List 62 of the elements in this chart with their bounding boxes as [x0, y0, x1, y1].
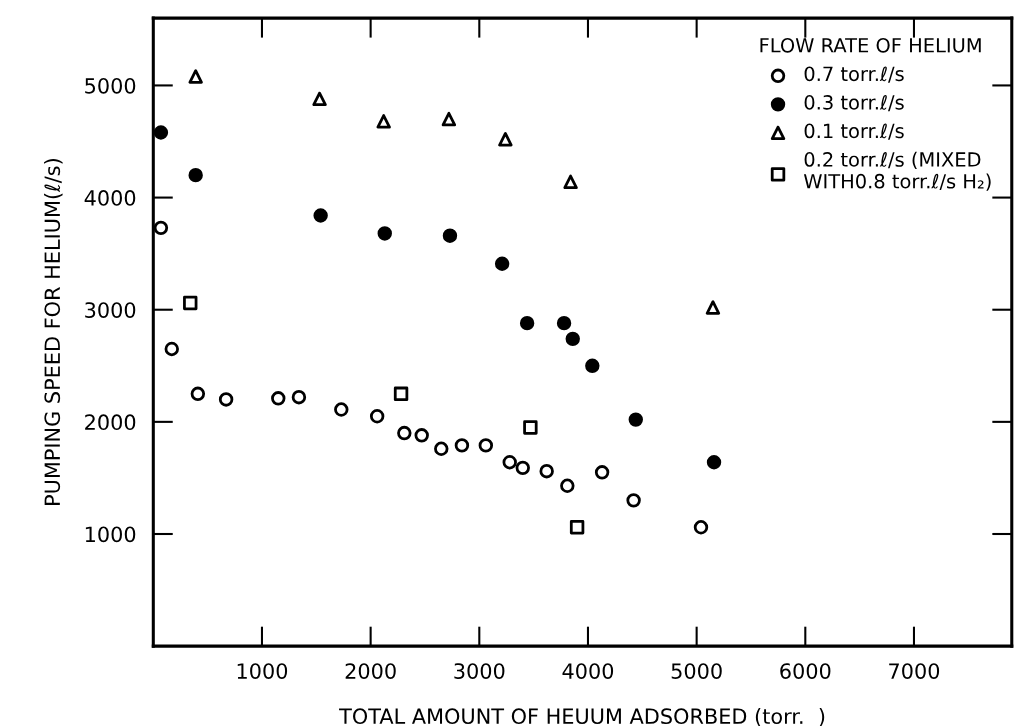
x-tick-label: 7000: [889, 663, 940, 679]
point: [556, 315, 572, 331]
point: [498, 132, 513, 147]
point: [397, 425, 412, 441]
point: [705, 300, 721, 315]
point: [693, 520, 709, 535]
point: [218, 392, 234, 407]
legend-label: 0.7 torr.ℓ/s: [804, 66, 904, 83]
legend-label: 0.3 torr.ℓ/s: [804, 95, 904, 112]
point: [312, 91, 327, 107]
point: [414, 428, 429, 443]
x-tick-label: 1000: [237, 663, 288, 679]
point: [188, 69, 203, 84]
point: [706, 455, 722, 470]
point: [569, 520, 585, 535]
point: [313, 208, 328, 223]
x-tick-label: 3000: [454, 663, 505, 679]
point: [376, 114, 391, 129]
point: [377, 226, 392, 241]
point: [164, 341, 179, 357]
point: [454, 438, 470, 453]
point: [188, 167, 203, 183]
point: [478, 438, 494, 453]
x-axis-title: TOTAL AMOUNT OF HEUUM ADSORBED (torr. ): [339, 707, 825, 726]
point: [153, 220, 169, 236]
point: [393, 386, 409, 402]
x-tick-label: 6000: [780, 663, 831, 679]
y-axis-title: PUMPING SPEED FOR HELIUM(ℓ/s): [44, 159, 63, 505]
point: [539, 464, 554, 479]
point: [291, 389, 307, 405]
point: [523, 420, 538, 435]
point: [369, 409, 385, 424]
x-tick-label: 5000: [671, 663, 722, 679]
point: [515, 460, 530, 476]
point: [563, 174, 578, 190]
point: [334, 402, 349, 417]
y-tick-label: 4000: [84, 190, 136, 206]
point: [190, 386, 206, 402]
point: [441, 111, 457, 127]
point: [519, 315, 535, 331]
point: [594, 465, 610, 480]
x-tick-label: 2000: [345, 663, 396, 679]
legend-label: 0.1 torr.ℓ/s: [804, 123, 904, 140]
point: [434, 441, 449, 456]
x-tick-label: 4000: [562, 663, 614, 679]
y-tick-label: 1000: [85, 526, 136, 543]
point: [183, 295, 198, 311]
y-tick-label: 5000: [85, 77, 136, 94]
point: [626, 493, 641, 508]
point: [271, 391, 286, 406]
point: [442, 228, 458, 243]
point: [560, 478, 575, 493]
legend-title: FLOW RATE OF HELIUM: [760, 37, 981, 53]
point: [502, 455, 517, 470]
point: [494, 256, 510, 271]
y-tick-label: 3000: [85, 302, 136, 318]
point: [565, 331, 580, 347]
legend-label: 0.2 torr.ℓ/s (MIXED WITH0.8 torr.ℓ/s H₂): [803, 151, 991, 191]
point: [153, 125, 169, 140]
point: [585, 358, 600, 373]
point: [628, 412, 643, 427]
y-tick-label: 2000: [85, 414, 136, 431]
